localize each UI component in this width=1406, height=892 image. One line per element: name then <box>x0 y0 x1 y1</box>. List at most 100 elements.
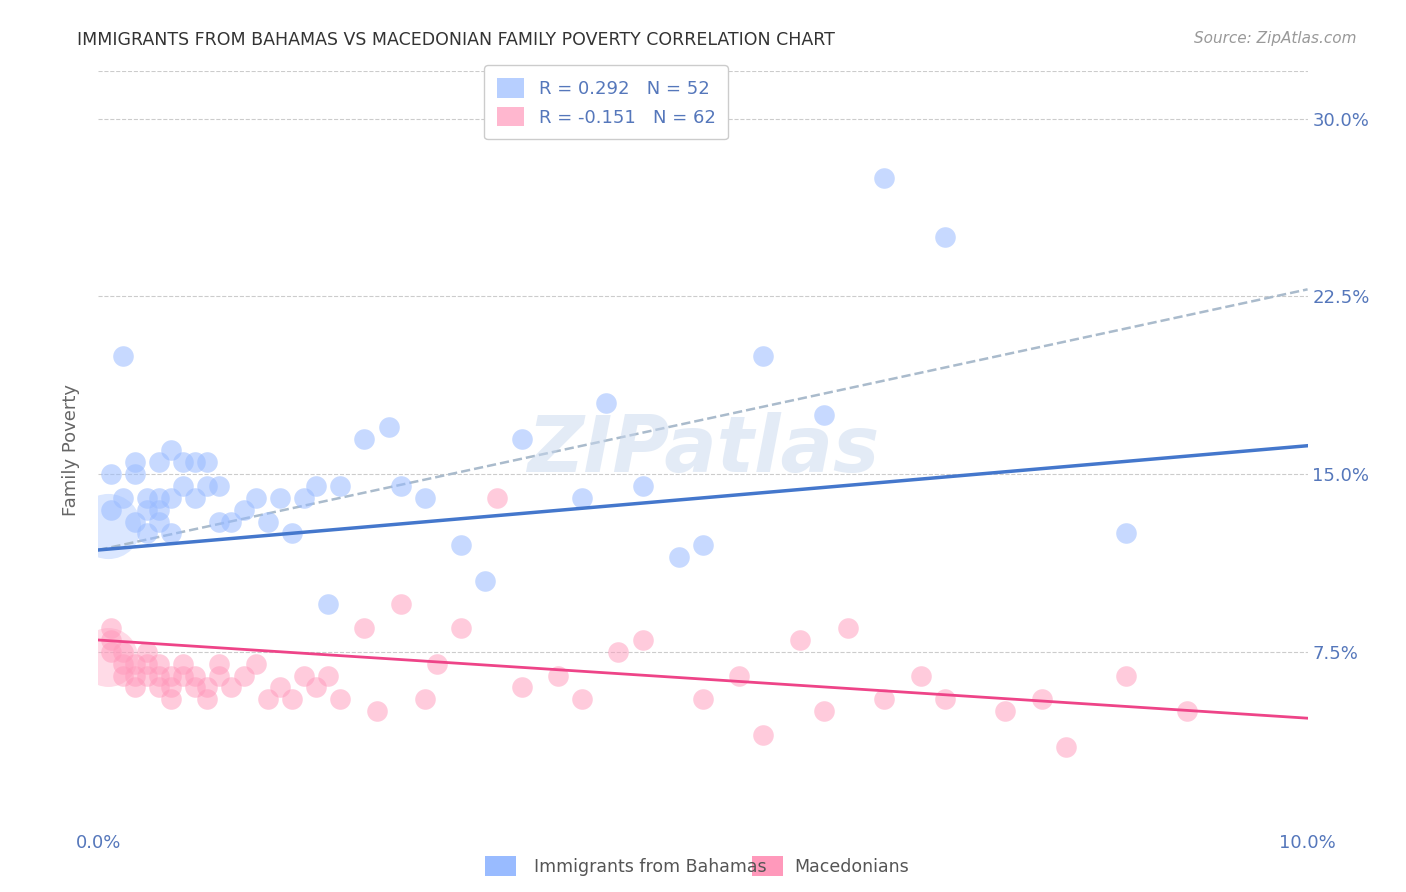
Point <box>450 538 472 552</box>
Point <box>752 728 775 742</box>
Point <box>208 657 231 671</box>
Point <box>377 419 399 434</box>
Text: ZIPatlas: ZIPatlas <box>527 412 879 489</box>
Point <box>135 645 157 659</box>
Point <box>486 491 509 505</box>
Point <box>148 491 170 505</box>
Point <box>184 681 207 695</box>
Point <box>269 681 291 695</box>
Point <box>366 704 388 718</box>
Point <box>510 681 533 695</box>
Text: IMMIGRANTS FROM BAHAMAS VS MACEDONIAN FAMILY POVERTY CORRELATION CHART: IMMIGRANTS FROM BAHAMAS VS MACEDONIAN FA… <box>77 31 835 49</box>
Point <box>281 692 304 706</box>
Point <box>97 649 120 664</box>
Point <box>873 171 896 186</box>
Point <box>329 479 352 493</box>
Point <box>172 657 194 671</box>
Point <box>135 526 157 541</box>
Point <box>100 645 122 659</box>
Point <box>813 408 835 422</box>
Point <box>789 633 811 648</box>
Point <box>934 692 956 706</box>
Point <box>595 396 617 410</box>
Point <box>160 692 183 706</box>
Text: Immigrants from Bahamas: Immigrants from Bahamas <box>534 858 766 876</box>
Point <box>221 515 243 529</box>
Point <box>547 668 569 682</box>
Point <box>135 491 157 505</box>
Point <box>329 692 352 706</box>
Point <box>111 657 134 671</box>
Point <box>316 598 339 612</box>
Point <box>752 349 775 363</box>
Point <box>413 692 436 706</box>
Y-axis label: Family Poverty: Family Poverty <box>62 384 80 516</box>
Point <box>389 598 412 612</box>
Point <box>631 633 654 648</box>
Point <box>135 657 157 671</box>
Point <box>195 692 218 706</box>
Point <box>692 692 714 706</box>
Point <box>245 657 267 671</box>
Point <box>100 633 122 648</box>
Point <box>111 645 134 659</box>
Point <box>631 479 654 493</box>
Point <box>426 657 449 671</box>
Point <box>208 479 231 493</box>
Point <box>510 432 533 446</box>
Point <box>124 657 146 671</box>
Point <box>221 681 243 695</box>
Point <box>305 681 328 695</box>
Point <box>353 432 375 446</box>
Point <box>873 692 896 706</box>
Point <box>195 479 218 493</box>
Point <box>292 668 315 682</box>
Point <box>148 657 170 671</box>
Point <box>728 668 751 682</box>
Point <box>124 668 146 682</box>
Point <box>1115 668 1137 682</box>
Point <box>813 704 835 718</box>
Point <box>256 515 278 529</box>
Point <box>389 479 412 493</box>
Point <box>837 621 859 635</box>
Point <box>97 519 120 533</box>
Point <box>160 681 183 695</box>
Point <box>245 491 267 505</box>
Point <box>160 526 183 541</box>
Point <box>124 455 146 469</box>
Point <box>692 538 714 552</box>
Point <box>474 574 496 588</box>
Point <box>571 692 593 706</box>
Point <box>281 526 304 541</box>
Point <box>232 668 254 682</box>
Point <box>353 621 375 635</box>
Point <box>184 491 207 505</box>
Point <box>111 349 134 363</box>
Point <box>994 704 1017 718</box>
Point <box>450 621 472 635</box>
Point <box>305 479 328 493</box>
Legend: R = 0.292   N = 52, R = -0.151   N = 62: R = 0.292 N = 52, R = -0.151 N = 62 <box>485 65 728 139</box>
Point <box>111 668 134 682</box>
Point <box>208 515 231 529</box>
Point <box>135 502 157 516</box>
Point <box>135 668 157 682</box>
Point <box>910 668 932 682</box>
Point <box>111 491 134 505</box>
Point <box>124 515 146 529</box>
Point <box>269 491 291 505</box>
Text: Source: ZipAtlas.com: Source: ZipAtlas.com <box>1194 31 1357 46</box>
Point <box>160 668 183 682</box>
Point <box>148 668 170 682</box>
Point <box>195 681 218 695</box>
Point <box>100 467 122 482</box>
Point <box>148 681 170 695</box>
Text: Macedonians: Macedonians <box>794 858 910 876</box>
Point <box>195 455 218 469</box>
Point <box>316 668 339 682</box>
Point <box>668 550 690 565</box>
Point <box>256 692 278 706</box>
Point <box>292 491 315 505</box>
Point <box>184 455 207 469</box>
